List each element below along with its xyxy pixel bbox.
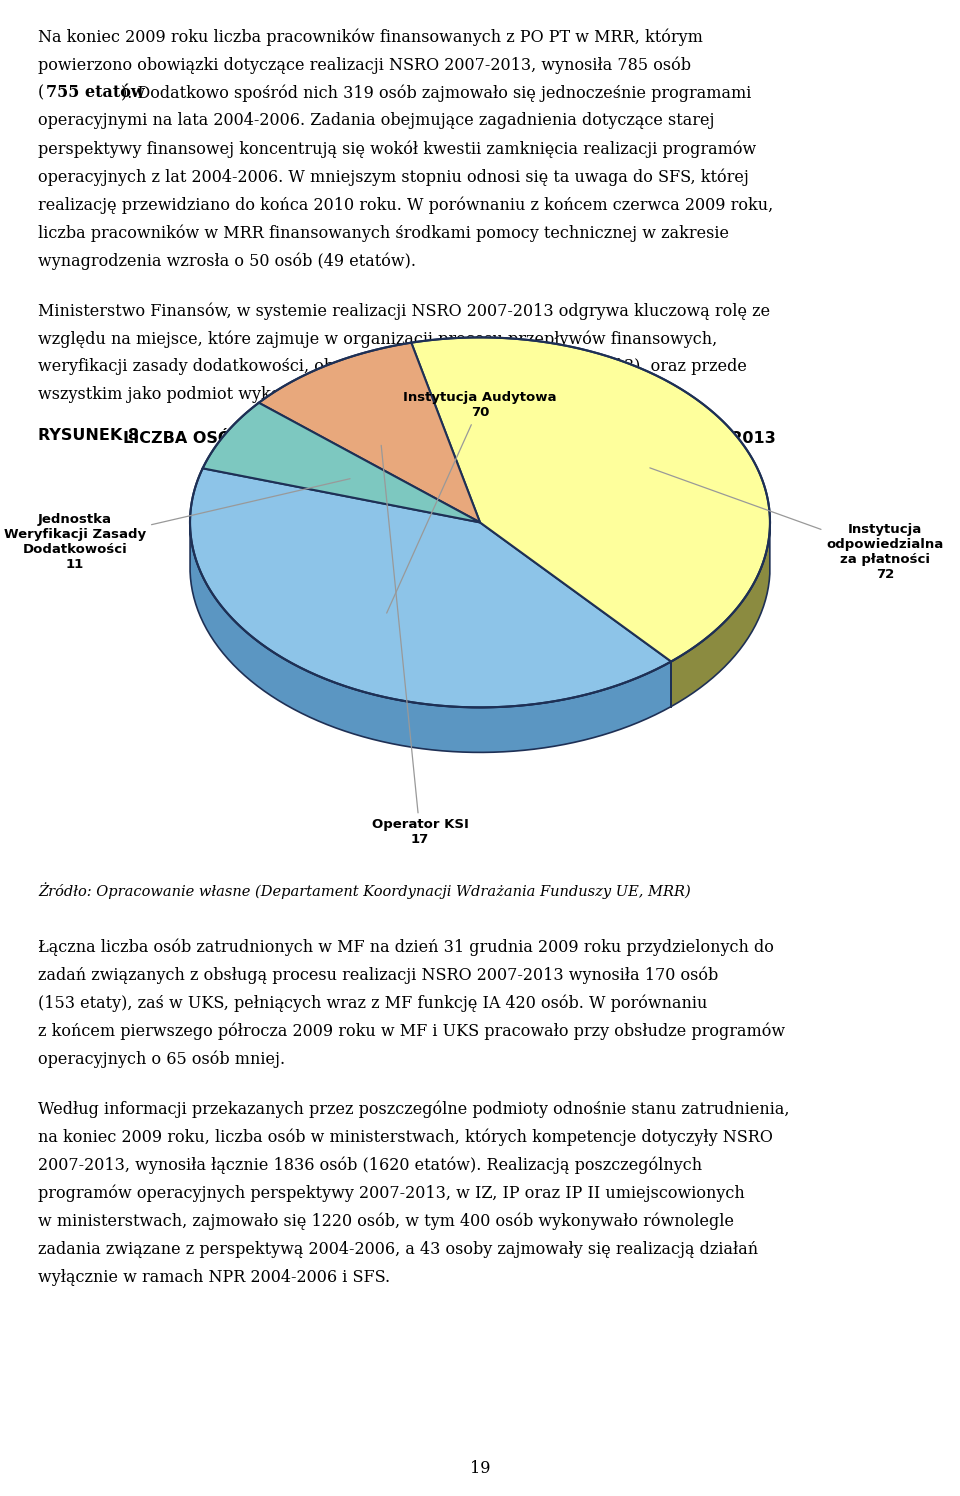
Text: operacyjnych o 65 osób mniej.: operacyjnych o 65 osób mniej. <box>38 1050 285 1068</box>
Text: Według informacji przekazanych przez poszczególne podmioty odnośnie stanu zatrud: Według informacji przekazanych przez pos… <box>38 1101 789 1119</box>
Text: względu na miejsce, które zajmuje w organizacji procesu przepływów finansowych,: względu na miejsce, które zajmuje w orga… <box>38 331 717 349</box>
Text: realizację przewidziano do końca 2010 roku. W porównaniu z końcem czerwca 2009 r: realizację przewidziano do końca 2010 ro… <box>38 196 773 214</box>
Text: 2007-2013, wynosiła łącznie ⁠1836 osób (1620 etatów). Realizacją poszczególnych: 2007-2013, wynosiła łącznie ⁠1836 osób (… <box>38 1156 702 1174</box>
Text: liczba pracowników w MRR finansowanych środkami pomocy technicznej w zakresie: liczba pracowników w MRR finansowanych ś… <box>38 224 729 241</box>
Polygon shape <box>671 530 770 706</box>
Text: RYSUNEK 8: RYSUNEK 8 <box>38 428 139 443</box>
Polygon shape <box>411 338 770 661</box>
Text: operacyjnych z lat 2004-2006. W mniejszym stopniu odnosi się ta uwaga do SFS, kt: operacyjnych z lat 2004-2006. W mniejszy… <box>38 168 749 186</box>
Text: wyłącznie w ramach NPR 2004-2006 i SFS.: wyłącznie w ramach NPR 2004-2006 i SFS. <box>38 1269 390 1285</box>
Text: wszystkim jako podmiot wykonujący wraz z UKS zadania IA.: wszystkim jako podmiot wykonujący wraz z… <box>38 386 530 404</box>
Text: Ministerstwo Finansów, w systemie realizacji NSRO 2007-2013 odgrywa kluczową rol: Ministerstwo Finansów, w systemie realiz… <box>38 302 770 320</box>
Text: perspektywy finansowej koncentrują się wokół kwestii zamknięcia realizacji progr: perspektywy finansowej koncentrują się w… <box>38 141 756 157</box>
Polygon shape <box>259 343 480 522</box>
Text: (153 etaty), zaś w UKS, pełniących wraz z MF funkcję IA 420 osób. W porównaniu: (153 etaty), zaś w UKS, pełniących wraz … <box>38 995 708 1011</box>
Polygon shape <box>190 527 671 752</box>
Text: 19: 19 <box>469 1460 491 1477</box>
Text: Jednostka
Weryfikacji Zasady
Dodatkowości
11: Jednostka Weryfikacji Zasady Dodatkowośc… <box>4 479 350 571</box>
Text: programów operacyjnych perspektywy 2007-2013, w IZ, IP oraz IP II umiejscowionyc: programów operacyjnych perspektywy 2007-… <box>38 1185 745 1203</box>
Text: Żródło: Opracowanie własne (Departament Koordynacji Wdrażania Funduszy UE, MRR): Żródło: Opracowanie własne (Departament … <box>38 883 691 899</box>
Text: na koniec 2009 roku, liczba osób w ministerstwach, których kompetencje dotyczyły: na koniec 2009 roku, liczba osób w minis… <box>38 1129 773 1146</box>
Text: (: ( <box>38 84 44 102</box>
Text: wynagrodzenia wzrosła o 50 osób (49 etatów).: wynagrodzenia wzrosła o 50 osób (49 etat… <box>38 251 416 269</box>
Text: Operator KSI
17: Operator KSI 17 <box>372 446 468 847</box>
Text: operacyjnymi na lata 2004-2006. Zadania obejmujące zagadnienia dotyczące starej: operacyjnymi na lata 2004-2006. Zadania … <box>38 112 714 129</box>
Polygon shape <box>190 468 671 708</box>
Text: powierzono obowiązki dotyczące realizacji NSRO 2007-2013, wynosiła 785 osób: powierzono obowiązki dotyczące realizacj… <box>38 55 691 73</box>
Text: Instytucja
odpowiedzialna
za płatności
72: Instytucja odpowiedzialna za płatności 7… <box>650 468 944 582</box>
Polygon shape <box>203 402 480 522</box>
Text: LICZBA OSÓB ZATRUDNIONYCH W MF PRZY REALIZACJI NSRO 2007-2013: LICZBA OSÓB ZATRUDNIONYCH W MF PRZY REAL… <box>123 428 776 446</box>
Text: Łączna liczba osób zatrudnionych w MF na dzień 31 grudnia 2009 roku przydzielony: Łączna liczba osób zatrudnionych w MF na… <box>38 938 774 956</box>
Text: z końcem pierwszego półrocza 2009 roku w MF i UKS pracowało przy obsłudze progra: z końcem pierwszego półrocza 2009 roku w… <box>38 1022 785 1040</box>
Text: weryfikacji zasady dodatkowości, obsłudze technicznej KSI (SIMIK 07-13), oraz pr: weryfikacji zasady dodatkowości, obsłudz… <box>38 359 747 375</box>
Text: 755 etatów: 755 etatów <box>46 84 145 102</box>
Text: w ministerstwach, zajmowało się ⁠1220 osób, w tym 400 osób wykonywało równolegle: w ministerstwach, zajmowało się ⁠1220 os… <box>38 1213 734 1230</box>
Text: Na koniec 2009 roku liczba pracowników finansowanych z PO PT w MRR, którym: Na koniec 2009 roku liczba pracowników f… <box>38 28 703 45</box>
Text: zadań związanych z obsługą procesu realizacji NSRO 2007-2013 wynosiła ⁠170 osób: zadań związanych z obsługą procesu reali… <box>38 966 718 984</box>
Text: zadania związane z perspektywą 2004-2006, a 43 osoby zajmowały się realizacją dz: zadania związane z perspektywą 2004-2006… <box>38 1240 758 1258</box>
Text: Instytucja Audytowa
70: Instytucja Audytowa 70 <box>387 392 557 613</box>
Text: ). Dodatkowo spośród nich 319 osób zajmowało się jednocześnie programami: ). Dodatkowo spośród nich 319 osób zajmo… <box>121 84 752 102</box>
